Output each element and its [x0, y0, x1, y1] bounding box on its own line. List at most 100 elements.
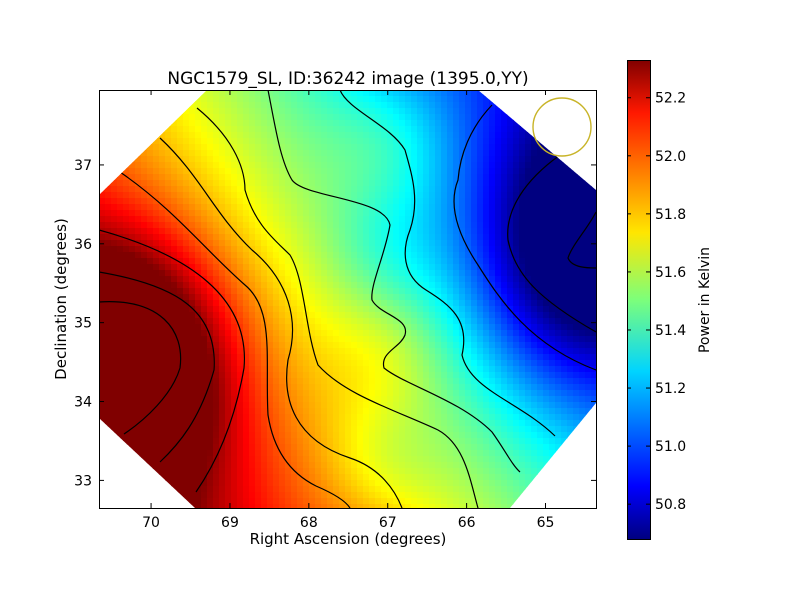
heatmap-cell	[333, 390, 340, 397]
heatmap-cell	[225, 156, 232, 163]
heatmap-cell	[333, 258, 340, 265]
heatmap-cell	[195, 120, 202, 127]
heatmap-cell	[513, 366, 520, 373]
heatmap-cell	[105, 198, 112, 205]
heatmap-cell	[555, 390, 562, 397]
heatmap-cell	[573, 108, 580, 115]
heatmap-cell	[117, 180, 124, 187]
heatmap-cell	[447, 366, 454, 373]
heatmap-cell	[501, 414, 508, 421]
heatmap-cell	[417, 240, 424, 247]
heatmap-cell	[303, 426, 310, 433]
heatmap-cell	[141, 258, 148, 265]
heatmap-cell	[525, 210, 532, 217]
heatmap-cell	[465, 360, 472, 367]
heatmap-cell	[435, 270, 442, 277]
heatmap-cell	[111, 174, 118, 181]
heatmap-cell	[555, 264, 562, 271]
heatmap-cell	[297, 414, 304, 421]
heatmap-cell	[537, 258, 544, 265]
heatmap-cell	[207, 240, 214, 247]
heatmap-cell	[513, 132, 520, 139]
heatmap-cell	[243, 402, 250, 409]
heatmap-cell	[483, 390, 490, 397]
heatmap-cell	[243, 300, 250, 307]
heatmap-cell	[387, 162, 394, 169]
heatmap-cell	[381, 444, 388, 451]
heatmap-cell	[507, 276, 514, 283]
heatmap-cell	[351, 438, 358, 445]
heatmap-cell	[357, 240, 364, 247]
heatmap-cell	[291, 96, 298, 103]
heatmap-cell	[459, 96, 466, 103]
heatmap-cell	[105, 438, 112, 445]
heatmap-cell	[279, 378, 286, 385]
heatmap-cell	[291, 204, 298, 211]
heatmap-cell	[273, 396, 280, 403]
heatmap-cell	[147, 294, 154, 301]
heatmap-cell	[453, 420, 460, 427]
heatmap-cell	[171, 390, 178, 397]
heatmap-cell	[381, 378, 388, 385]
heatmap-cell	[237, 180, 244, 187]
heatmap-cell	[195, 204, 202, 211]
heatmap-cell	[183, 408, 190, 415]
heatmap-cell	[165, 102, 172, 109]
heatmap-cell	[225, 186, 232, 193]
heatmap-cell	[369, 312, 376, 319]
heatmap-cell	[207, 222, 214, 229]
heatmap-cell	[219, 420, 226, 427]
heatmap-cell	[555, 114, 562, 121]
heatmap-cell	[291, 144, 298, 151]
heatmap-cell	[381, 90, 388, 97]
heatmap-cell	[321, 414, 328, 421]
heatmap-cell	[375, 444, 382, 451]
heatmap-cell	[303, 90, 310, 97]
heatmap-cell	[429, 240, 436, 247]
heatmap-cell	[267, 120, 274, 127]
heatmap-cell	[201, 384, 208, 391]
heatmap-cell	[231, 342, 238, 349]
heatmap-cell	[99, 330, 106, 337]
heatmap-cell	[369, 354, 376, 361]
heatmap-cell	[333, 420, 340, 427]
heatmap-cell	[399, 240, 406, 247]
heatmap-cell	[141, 252, 148, 259]
heatmap-cell	[549, 252, 556, 259]
heatmap-cell	[267, 330, 274, 337]
heatmap-cell	[549, 294, 556, 301]
heatmap-cell	[279, 186, 286, 193]
heatmap-cell	[411, 390, 418, 397]
heatmap-cell	[417, 120, 424, 127]
heatmap-cell	[201, 168, 208, 175]
heatmap-cell	[321, 348, 328, 355]
heatmap-cell	[555, 372, 562, 379]
heatmap-cell	[201, 324, 208, 331]
heatmap-cell	[237, 240, 244, 247]
heatmap-cell	[267, 390, 274, 397]
heatmap-cell	[513, 102, 520, 109]
heatmap-cell	[123, 378, 130, 385]
heatmap-cell	[327, 162, 334, 169]
heatmap-cell	[411, 222, 418, 229]
heatmap-cell	[543, 360, 550, 367]
heatmap-cell	[99, 204, 106, 211]
heatmap-cell	[237, 276, 244, 283]
heatmap-cell	[465, 336, 472, 343]
heatmap-cell	[327, 432, 334, 439]
heatmap-cell	[243, 96, 250, 103]
heatmap-cell	[219, 390, 226, 397]
heatmap-cell	[525, 282, 532, 289]
heatmap-cell	[303, 126, 310, 133]
heatmap-cell	[351, 144, 358, 151]
heatmap-cell	[345, 312, 352, 319]
heatmap-cell	[183, 378, 190, 385]
heatmap-cell	[315, 264, 322, 271]
heatmap-cell	[267, 348, 274, 355]
heatmap-cell	[255, 294, 262, 301]
heatmap-cell	[513, 96, 520, 103]
heatmap-cell	[243, 384, 250, 391]
heatmap-cell	[477, 228, 484, 235]
heatmap-cell	[507, 228, 514, 235]
heatmap-cell	[189, 444, 196, 451]
